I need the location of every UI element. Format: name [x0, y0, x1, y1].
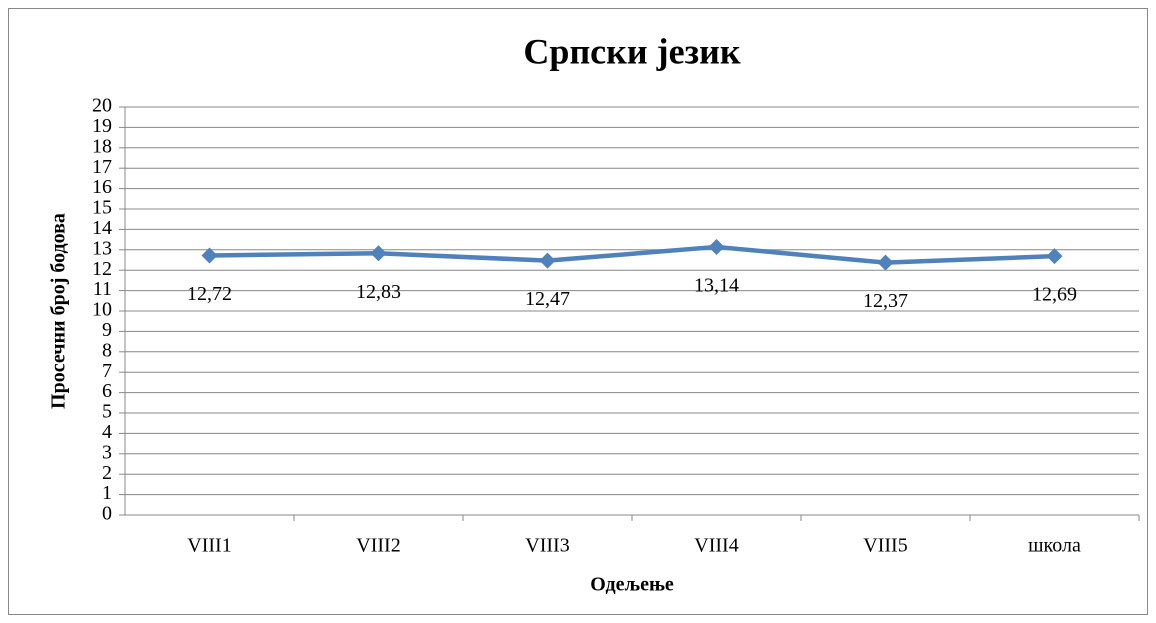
x-axis-label: Одељење	[590, 574, 674, 596]
y-tick-label: 6	[102, 380, 112, 402]
point-marker	[1046, 248, 1063, 265]
point-marker	[370, 245, 387, 262]
y-tick-label: 18	[92, 135, 112, 157]
x-tick-label: VIII1	[187, 535, 231, 557]
data-label: 12,72	[187, 283, 232, 305]
y-tick-label: 12	[92, 258, 112, 280]
y-axis-label: Просечни број бодова	[48, 213, 70, 409]
y-tick-label: 11	[93, 278, 112, 300]
y-tick-label: 4	[102, 421, 112, 443]
y-tick-label: 17	[92, 156, 112, 178]
data-label: 12,37	[863, 290, 908, 312]
x-tick-label: школа	[1028, 535, 1081, 557]
y-tick-label: 15	[92, 197, 112, 219]
y-tick-label: 20	[92, 95, 112, 117]
y-tick-label: 14	[92, 217, 112, 239]
y-tick-label: 8	[102, 339, 112, 361]
y-tick-label: 2	[102, 462, 112, 484]
point-marker	[708, 238, 725, 255]
chart-title: Српски језик	[523, 31, 740, 71]
x-tick-label: VIII5	[863, 535, 907, 557]
x-tick-label: VIII4	[694, 535, 738, 557]
x-tick-label: VIII3	[525, 535, 569, 557]
y-tick-label: 16	[92, 176, 112, 198]
y-tick-label: 7	[102, 360, 112, 382]
data-label: 12,47	[525, 288, 570, 310]
data-label: 12,69	[1032, 284, 1077, 306]
y-tick-label: 10	[92, 299, 112, 321]
y-tick-label: 3	[102, 441, 112, 463]
series-line	[209, 244, 1055, 265]
y-tick-label: 19	[92, 115, 112, 137]
y-tick-label: 9	[102, 319, 112, 341]
y-tick-label: 1	[102, 482, 112, 504]
point-marker	[201, 247, 218, 264]
point-marker	[877, 254, 894, 271]
data-label: 13,14	[694, 275, 739, 297]
data-label: 12,83	[356, 281, 401, 303]
y-tick-label: 5	[102, 401, 112, 423]
y-tick-label: 0	[102, 503, 112, 525]
y-tick-label: 13	[92, 237, 112, 259]
point-marker	[539, 252, 556, 269]
x-tick-label: VIII2	[356, 535, 400, 557]
